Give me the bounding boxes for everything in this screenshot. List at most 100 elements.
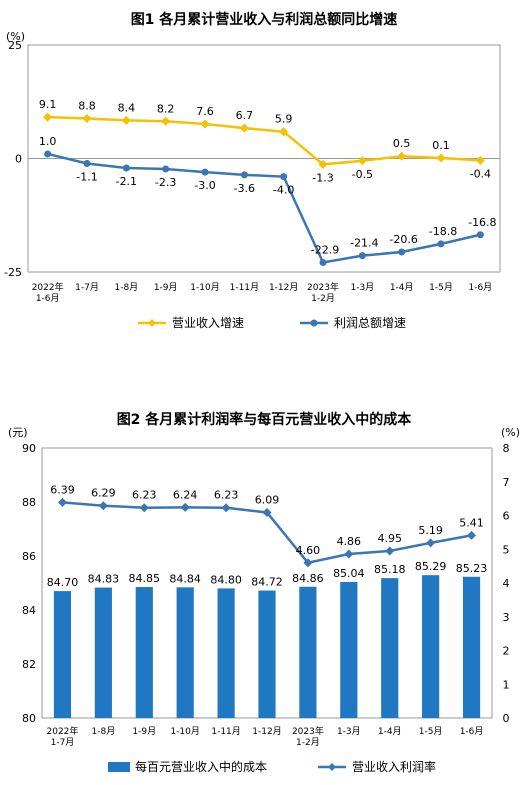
chart-1-series-0-point [200,119,210,129]
chart-2-bar [176,587,194,718]
chart-2-y-tick-label: 88 [22,496,36,509]
chart-1-series-0-data-label: 8.8 [78,100,96,113]
chart-1: 图1 各月累计营业收入与利润总额同比增速 (%) 250-252022年1-6月… [4,11,501,330]
chart-2-line-data-label: 6.23 [132,489,157,502]
chart-1-x-tick-label: 1-12月 [269,282,298,293]
chart-1-x-tick-label: 2023年 [307,281,339,293]
chart-2-bar-data-label: 84.84 [169,572,201,585]
chart-2-bar [340,581,358,718]
chart-2-bar-data-label: 84.72 [251,576,283,589]
chart-1-series-0-point [43,112,53,122]
chart-1-series-0-point [318,159,328,169]
chart-2-x-tick-label: 1-10月 [170,726,199,737]
chart-1-x-tick-label: 1-9月 [154,282,178,293]
chart-2-bar [462,576,481,718]
chart-2-bar [53,591,72,718]
chart-1-series-1-point [83,159,91,167]
chart-1-series-1-point [476,231,484,239]
chart-1-x-tick-label: 1-11月 [230,282,259,293]
chart-2-bar-data-label: 85.29 [415,560,447,573]
chart-1-series-0-data-label: 8.2 [157,102,175,115]
chart-1-series-1-point [437,240,445,248]
chart-2-y2-tick-label: 3 [503,611,510,624]
chart-2-line-point [139,503,149,513]
chart-2-x-tick-label: 1-9月 [132,726,156,737]
chart-1-series-0-point [121,115,131,125]
chart-2-legend-swatch-bar [108,762,130,772]
chart-2-bar [422,575,440,718]
chart-1-series-1-point [398,248,406,256]
chart-1-legend-marker-1 [310,319,318,327]
chart-2-legend: 每百元营业收入中的成本 营业收入利润率 [108,759,436,774]
chart-2-y-tick-label: 80 [22,712,36,725]
chart-2-y2-tick-label: 8 [503,442,510,455]
chart-2-x-tick-label: 1-6月 [460,726,484,737]
chart-2-bar-data-label: 85.23 [456,562,488,575]
chart-1-series-0-data-label: -0.5 [352,168,373,181]
chart-2-y-axis-label: (元) [8,426,28,439]
chart-2-y2-tick-label: 5 [503,543,510,556]
chart-1-series-1-point [319,258,327,266]
chart-1-series-1-data-label: -16.8 [468,216,496,229]
chart-1-series-1-data-label: -1.1 [76,170,97,183]
chart-1-x-tick-label: 1-10月 [190,282,219,293]
chart-1-legend-label-0: 营业收入增速 [172,316,244,330]
chart-1-series-0-point [279,127,289,137]
chart-2-line-data-label: 6.39 [50,483,75,496]
chart-1-x-tick-label: 1-2月 [311,293,335,304]
chart-2-legend-label-line: 营业收入利润率 [352,759,436,774]
chart-1-series-0-point [475,155,485,165]
chart-1-series-0-point [82,114,92,124]
chart-2-bar [217,588,235,718]
chart-1-series-1-point [122,164,130,172]
chart-1-series-0-data-label: -0.4 [470,167,491,180]
chart-2-x-tick-label: 1-7月 [51,737,75,748]
chart-1-series-0-point [161,116,171,126]
chart-1-series-1-point [44,150,52,158]
chart-2-line-data-label: 6.29 [91,487,116,500]
chart-2-y2-tick-label: 0 [503,712,510,725]
chart-1-series-line-1 [47,152,481,264]
chart-1-y-tick-label: 0 [15,153,22,166]
chart-2-bar [258,590,276,718]
chart-2-bar [135,587,153,718]
chart-1-series-0-point [436,153,446,163]
chart-1-title: 图1 各月累计营业收入与利润总额同比增速 [131,11,398,28]
chart-2-x-tick-label: 1-2月 [296,737,320,748]
chart-1-x-tick-label: 1-6月 [468,282,492,293]
chart-1-x-tick-label: 1-5月 [429,282,453,293]
chart-2-title: 图2 各月累计利润率与每百元营业收入中的成本 [117,411,413,428]
chart-2-line-data-label: 6.09 [255,493,280,506]
chart-1-series-1-data-label: -2.3 [155,176,176,189]
chart-1-series-0-data-label: 0.5 [393,137,411,150]
chart-1-series-1-data-label: -22.9 [311,243,339,256]
chart-2-legend-marker-line [328,763,336,771]
chart-2: 图2 各月累计利润率与每百元营业收入中的成本 (元) (%) 908886848… [8,411,520,774]
chart-1-series-0-data-label: 9.1 [39,98,57,111]
chart-1-series-1-data-label: -4.0 [273,184,294,197]
chart-1-series-0-point [239,123,249,133]
chart-2-line-point [57,497,67,507]
chart-2-bar-data-label: 84.85 [129,572,161,585]
chart-2-x-tick-label: 1-11月 [211,726,240,737]
chart-1-x-tick-label: 1-3月 [350,282,374,293]
chart-1-series-0-data-label: 0.1 [432,139,450,152]
chart-1-x-tick-label: 1-4月 [390,282,414,293]
chart-1-series-1-point [240,171,248,179]
chart-2-line-data-label: 6.24 [173,488,198,501]
chart-1-y-tick-label: -25 [4,266,22,279]
chart-1-series-0-data-label: -1.3 [312,171,333,184]
chart-2-line-point [98,501,108,511]
chart-2-line-data-label: 5.41 [459,516,484,529]
chart-2-x-tick-label: 2023年 [292,725,324,737]
chart-2-line-data-label: 4.86 [337,535,362,548]
chart-1-series-1-data-label: -3.6 [234,182,255,195]
chart-2-y2-axis-label: (%) [501,426,520,439]
chart-2-y-tick-label: 82 [22,658,36,671]
chart-1-series-1-data-label: -18.8 [429,225,457,238]
chart-1-x-tick-label: 1-8月 [114,282,138,293]
chart-2-line-data-label: 5.19 [418,524,443,537]
chart-2-x-tick-label: 2022年 [47,725,79,737]
chart-1-y-axis-label: (%) [6,30,25,43]
